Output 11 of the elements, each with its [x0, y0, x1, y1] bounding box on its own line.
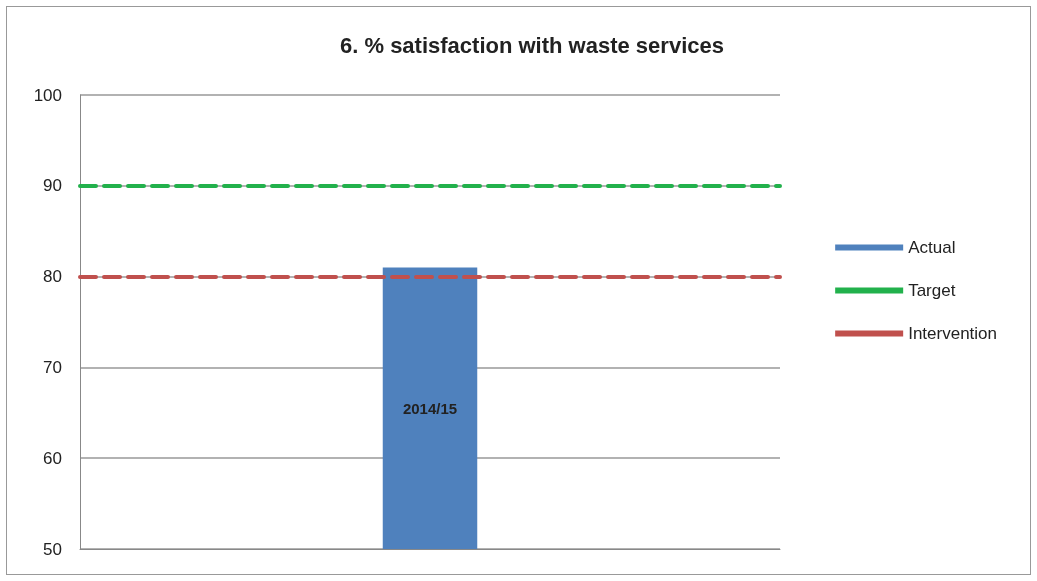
- y-tick-label: 60: [43, 448, 62, 468]
- legend-label: Actual: [908, 238, 956, 257]
- y-tick-label: 80: [43, 267, 62, 287]
- y-tick-label: 70: [43, 357, 62, 377]
- y-tick-label: 100: [33, 85, 62, 105]
- y-tick-label: 50: [43, 539, 62, 559]
- legend-label: Target: [908, 281, 956, 300]
- legend-label: Intervention: [908, 324, 998, 343]
- chart-title: 6. % satisfaction with waste services: [340, 32, 724, 58]
- y-tick-label: 90: [43, 176, 62, 196]
- x-tick-label: 2014/15: [402, 399, 458, 417]
